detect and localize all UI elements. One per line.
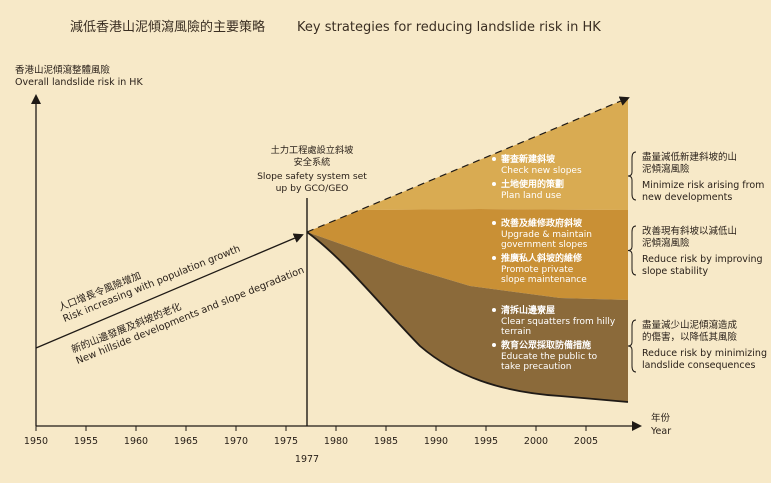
bullet-en: terrain (501, 327, 531, 337)
bullet-en: Clear squatters from hilly (501, 317, 616, 327)
side-en: Reduce risk by improving (642, 254, 763, 265)
milestone-line1: 土力工程處設立斜坡 (271, 144, 354, 156)
x-tick-label: 1995 (474, 436, 498, 447)
band-improve-stability (307, 209, 628, 300)
x-axis-label-zh: 年份 (651, 412, 671, 424)
bullet-en: Promote private (501, 265, 574, 275)
brace (627, 151, 637, 201)
x-tick-label: 1965 (174, 436, 198, 447)
side-zh: 盡量減低新建斜坡的山 (642, 151, 737, 163)
dashed-trend-line (306, 96, 630, 233)
x-tick-label: 1990 (424, 436, 448, 447)
bullet-zh: 推廣私人斜坡的維修 (501, 252, 583, 264)
side-zh: 的傷害，以降低其風險 (642, 331, 738, 343)
x-tick-label: 1985 (374, 436, 398, 447)
milestone-line3: Slope safety system set (257, 171, 367, 182)
bullet-dot (492, 221, 496, 225)
bullet-zh: 審查新建斜坡 (500, 153, 556, 165)
side-zh: 盡量減少山泥傾瀉造成 (642, 319, 738, 331)
bullet-en: Educate the public to (501, 352, 598, 362)
brace (627, 319, 637, 373)
x-tick-label: 1980 (324, 436, 348, 447)
bullet-dot (492, 308, 496, 312)
x-tick-label: 2000 (524, 436, 548, 447)
bullet-zh: 教育公眾採取防備措施 (500, 339, 591, 351)
risk-growth-line (35, 233, 304, 349)
x-tick-label: 1975 (274, 436, 298, 447)
side-zh: 改善現有斜坡以減低山 (642, 225, 737, 237)
band-minimize-consequences (307, 232, 628, 402)
milestone-line2: 安全系統 (294, 156, 331, 168)
side-en: slope stability (642, 266, 708, 277)
bullet-en: take precaution (501, 362, 572, 372)
bullet-zh: 改善及維修政府斜坡 (501, 217, 583, 229)
bullet-zh: 土地使用的策劃 (501, 178, 564, 190)
side-en: landslide consequences (642, 360, 755, 371)
x-tick-label: 1970 (224, 436, 248, 447)
milestone-line4: up by GCO/GEO (276, 183, 349, 194)
title-en: Key strategies for reducing landslide ri… (297, 20, 601, 35)
y-axis-label-zh: 香港山泥傾瀉整體風險 (15, 64, 111, 76)
side-zh: 泥傾瀉風險 (642, 237, 690, 249)
bullet-dot (492, 343, 496, 347)
risk-reduction-curve (306, 231, 629, 403)
title-zh: 減低香港山泥傾瀉風險的主要策略 (70, 19, 265, 35)
bullet-en: slope maintenance (501, 275, 587, 285)
trend-lower-en: New hillside developments and slope degr… (74, 265, 305, 367)
side-en: Minimize risk arising from (642, 180, 764, 191)
bullet-dot (492, 256, 496, 260)
x-axis-label-en: Year (650, 426, 671, 437)
x-tick-label: 2005 (574, 436, 598, 447)
bullet-en: Upgrade & maintain (501, 230, 592, 240)
x-tick-label: 1960 (124, 436, 148, 447)
y-axis-label-en: Overall landslide risk in HK (15, 77, 143, 88)
bullet-dot (492, 182, 496, 186)
brace (627, 225, 637, 276)
bullet-en: government slopes (501, 240, 588, 250)
side-en: Reduce risk by minimizing (642, 348, 767, 359)
x-tick-label: 1955 (74, 436, 98, 447)
side-zh: 泥傾瀉風險 (642, 163, 690, 175)
bullet-dot (492, 157, 496, 161)
x-axis-ticks: 1950 1955 1960 1965 1970 1975 1980 1985 1990 1995… (24, 426, 598, 447)
bullet-en: Plan land use (501, 191, 562, 201)
x-tick-1977: 1977 (295, 454, 319, 465)
bullet-zh: 清拆山邊寮屋 (501, 304, 555, 316)
bullet-en: Check new slopes (501, 166, 582, 176)
x-tick-label: 1950 (24, 436, 48, 447)
side-en: new developments (642, 192, 732, 203)
